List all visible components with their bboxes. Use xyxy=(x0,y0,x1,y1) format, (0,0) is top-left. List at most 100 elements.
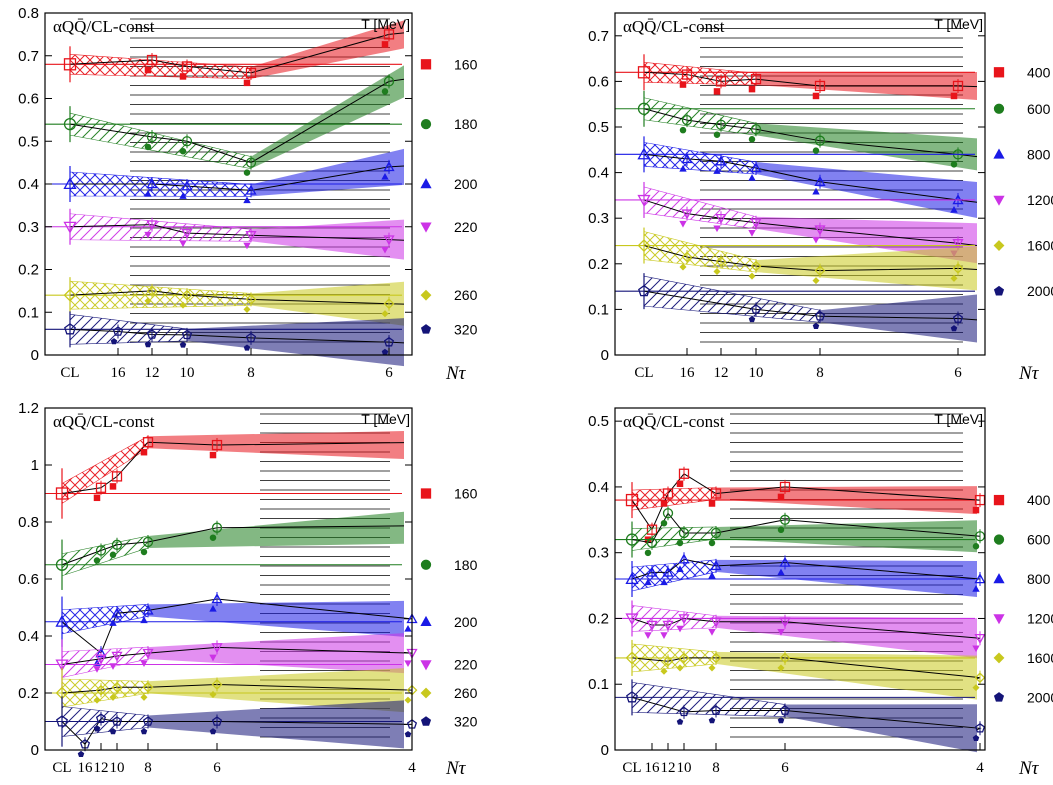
y-tick-label: 0.6 xyxy=(18,91,39,108)
legend-marker xyxy=(420,488,432,499)
data-point-alt xyxy=(812,277,820,285)
legend-label: 200 xyxy=(454,614,478,630)
data-point xyxy=(779,705,791,715)
data-point-alt xyxy=(777,526,785,534)
x-tick-label: 10 xyxy=(749,365,764,381)
data-point xyxy=(974,633,986,645)
data-point xyxy=(710,705,722,715)
y-tick-label: 0.4 xyxy=(18,176,39,193)
data-point-alt xyxy=(144,231,152,239)
data-point xyxy=(681,69,693,80)
band-solid xyxy=(148,511,404,548)
data-point-alt xyxy=(748,230,756,237)
x-tick-label: 12 xyxy=(714,365,729,381)
band-hatched xyxy=(69,53,252,80)
band-solid xyxy=(148,431,404,460)
data-point-alt xyxy=(748,85,756,93)
band-solid xyxy=(148,633,404,674)
series-200: 200 xyxy=(45,148,478,204)
data-point xyxy=(181,180,193,191)
data-point xyxy=(952,313,964,323)
data-point xyxy=(952,80,964,92)
cl-marker xyxy=(63,177,77,190)
data-point xyxy=(181,136,193,147)
data-point-alt xyxy=(144,143,152,151)
data-point-alt xyxy=(179,301,187,309)
series-400: 400 xyxy=(615,466,1051,543)
data-point-alt xyxy=(243,79,251,87)
legend-marker xyxy=(993,240,1005,251)
x-tick-label: 8 xyxy=(816,365,824,381)
y-tick-label: 0.3 xyxy=(588,545,609,562)
data-point xyxy=(383,29,395,40)
data-point xyxy=(146,285,158,297)
data-point xyxy=(146,178,158,189)
data-point xyxy=(211,522,223,533)
data-point-alt xyxy=(144,297,152,305)
cl-marker xyxy=(626,691,638,703)
data-point xyxy=(95,482,107,493)
x-axis-label: Nτ xyxy=(1018,758,1040,779)
data-point-alt xyxy=(77,750,85,758)
data-point-alt xyxy=(381,246,389,254)
cl-marker xyxy=(637,239,651,252)
data-point-alt xyxy=(676,664,684,672)
data-point xyxy=(750,124,762,135)
data-point-alt xyxy=(812,92,820,100)
data-point xyxy=(142,681,154,693)
data-point-alt xyxy=(777,493,785,501)
data-point-alt xyxy=(676,718,684,725)
legend-marker xyxy=(993,285,1005,296)
data-point-alt xyxy=(144,190,152,197)
data-point xyxy=(952,239,964,250)
data-point-alt xyxy=(179,192,187,199)
data-point-alt xyxy=(140,660,148,668)
x-tick-label: 10 xyxy=(110,760,125,776)
data-point xyxy=(779,481,791,493)
fit-line xyxy=(631,473,981,531)
data-point xyxy=(710,652,722,664)
cl-marker xyxy=(637,66,651,79)
data-point-alt xyxy=(950,325,958,332)
x-tick-label: CL xyxy=(52,760,71,776)
data-point-alt xyxy=(179,341,187,348)
fit-line xyxy=(61,441,405,494)
data-point xyxy=(952,262,964,274)
data-point-alt xyxy=(679,81,687,88)
x-tick-label: 10 xyxy=(180,365,195,381)
data-point xyxy=(710,560,722,571)
legend-marker xyxy=(420,59,432,70)
legend-marker xyxy=(993,195,1005,206)
data-point xyxy=(715,256,727,267)
data-point-alt xyxy=(676,625,684,633)
y-tick-label: 0.4 xyxy=(588,479,609,496)
fit-line xyxy=(61,525,405,566)
y-tick-label: 0.5 xyxy=(588,119,609,136)
x-axis-label: Nτ xyxy=(1018,363,1040,384)
data-point-alt xyxy=(708,539,716,547)
data-point xyxy=(646,537,658,548)
data-point xyxy=(142,536,154,548)
legend-label: 400 xyxy=(1027,64,1051,80)
legend-marker xyxy=(993,103,1005,114)
plot-frame xyxy=(614,12,986,356)
band-hatched xyxy=(631,559,717,592)
data-point xyxy=(750,162,762,173)
data-point xyxy=(383,76,395,87)
y-tick-label: 0.6 xyxy=(588,73,609,90)
data-point-alt xyxy=(708,664,716,672)
data-point xyxy=(974,573,986,584)
data-point-alt xyxy=(243,305,251,313)
data-point-alt xyxy=(972,645,980,653)
data-point-alt xyxy=(209,690,217,698)
band-hatched xyxy=(643,61,757,86)
data-point-alt xyxy=(972,543,980,550)
band-solid xyxy=(820,294,977,343)
cl-marker xyxy=(625,651,639,665)
data-point xyxy=(646,566,658,577)
cl-marker xyxy=(63,221,77,234)
band-solid xyxy=(716,559,977,597)
